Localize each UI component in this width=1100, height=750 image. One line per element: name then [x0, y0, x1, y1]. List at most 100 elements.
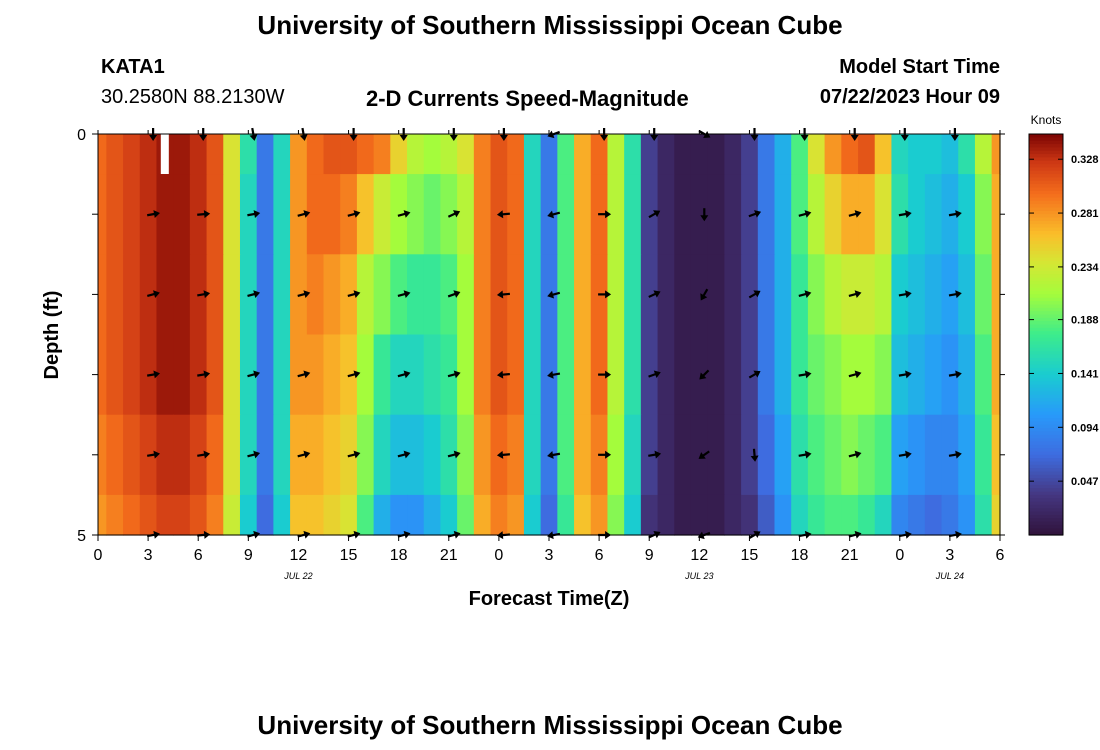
current-arrow: [247, 210, 261, 218]
current-arrow: [698, 130, 711, 138]
heatmap-cell: [874, 134, 893, 175]
heatmap-cell: [958, 494, 976, 536]
heatmap-cell: [791, 134, 809, 175]
colorbar-segment: [1029, 438, 1063, 443]
heatmap-cell: [757, 334, 776, 416]
current-arrow: [700, 288, 709, 301]
heatmap-cell: [423, 334, 442, 416]
current-arrow: [598, 450, 612, 459]
heatmap-cell: [457, 414, 475, 496]
colorbar-segment: [1029, 184, 1063, 189]
heatmap-cell: [657, 254, 675, 336]
current-arrow: [848, 530, 862, 539]
colorbar-segment: [1029, 484, 1063, 489]
heatmap-cell: [757, 254, 776, 336]
colorbar-segment: [1029, 374, 1063, 379]
heatmap-cell: [223, 414, 241, 496]
current-arrow: [600, 128, 609, 141]
colorbar-segment: [1029, 354, 1063, 359]
heatmap-cell: [106, 254, 124, 336]
colorbar-segment: [1029, 317, 1063, 322]
heatmap-cell: [841, 494, 859, 536]
current-arrow: [447, 290, 461, 298]
current-arrow: [948, 530, 962, 539]
current-arrow: [297, 290, 311, 299]
current-arrow: [347, 290, 361, 299]
heatmap-cell: [674, 254, 692, 336]
heatmap-cell: [824, 254, 842, 336]
colorbar-segment: [1029, 314, 1063, 319]
colorbar-segment: [1029, 204, 1063, 209]
colorbar-segment: [1029, 441, 1063, 446]
x-tick-label: 15: [741, 547, 759, 564]
colorbar-segment: [1029, 214, 1063, 219]
heatmap-cell: [423, 134, 442, 175]
current-arrow: [199, 128, 208, 141]
heatmap-cell: [206, 494, 224, 536]
colorbar-segment: [1029, 361, 1063, 366]
station-id: KATA1: [101, 56, 165, 78]
colorbar-tick-label: 0.141: [1071, 368, 1099, 380]
heatmap-cell: [707, 174, 725, 255]
colorbar-segment: [1029, 337, 1063, 342]
heatmap-cell: [473, 494, 492, 536]
heatmap-cell: [741, 494, 759, 536]
heatmap-cell: [724, 414, 742, 496]
colorbar-segment: [1029, 404, 1063, 409]
heatmap-cell: [674, 494, 692, 536]
heatmap-cell: [757, 134, 776, 175]
current-arrow: [397, 290, 411, 299]
current-arrow: [197, 210, 211, 219]
colorbar-segment: [1029, 518, 1063, 523]
heatmap-cell: [239, 134, 258, 175]
heatmap-cell: [373, 494, 391, 536]
heatmap-cell: [507, 134, 525, 175]
heatmap-cell: [908, 494, 926, 536]
current-arrow: [598, 290, 612, 299]
current-arrow: [900, 128, 909, 141]
colorbar-segment: [1029, 254, 1063, 259]
current-arrow: [349, 128, 358, 141]
heatmap-cell: [974, 174, 993, 255]
heatmap-cell: [123, 174, 141, 255]
heatmap-cell: [390, 494, 408, 536]
current-arrow: [547, 290, 561, 299]
current-arrow: [547, 370, 561, 379]
heatmap-cell: [407, 494, 425, 536]
heatmap-cell: [624, 494, 642, 536]
chart-title: University of Southern Mississippi Ocean…: [257, 10, 843, 40]
heatmap-cell: [256, 134, 274, 175]
heatmap-cell: [690, 174, 709, 255]
current-arrow: [648, 290, 661, 298]
colorbar-segment: [1029, 504, 1063, 509]
heatmap-cell: [256, 334, 274, 416]
colorbar-segment: [1029, 351, 1063, 356]
colorbar-segment: [1029, 224, 1063, 229]
colorbar-segment: [1029, 401, 1063, 406]
heatmap-cell: [407, 254, 425, 336]
colorbar-segment: [1029, 454, 1063, 459]
current-arrow: [848, 450, 862, 459]
heatmap-cell: [924, 254, 943, 336]
heatmap-cell: [98, 414, 107, 496]
colorbar-segment: [1029, 514, 1063, 519]
heatmap-cell: [640, 174, 659, 255]
x-tick-label: 18: [390, 547, 408, 564]
colorbar-segment: [1029, 357, 1063, 362]
heatmap-cell: [841, 134, 859, 175]
current-arrow: [848, 210, 862, 218]
colorbar-segment: [1029, 217, 1063, 222]
heatmap-cell: [807, 494, 826, 536]
heatmap-cell: [690, 494, 709, 536]
chart-subtitle: 2-D Currents Speed-Magnitude: [366, 86, 689, 111]
current-arrow: [399, 128, 408, 141]
heatmap-cell: [473, 334, 492, 416]
date-label: JUL 23: [684, 571, 713, 581]
heatmap-cell: [323, 334, 341, 416]
heatmap-cell: [624, 174, 642, 255]
heatmap-cell: [707, 414, 725, 496]
heatmap-cell: [356, 174, 375, 255]
heatmap-cell: [306, 174, 325, 255]
heatmap-cell: [306, 134, 325, 175]
x-tick-label: 6: [194, 547, 203, 564]
